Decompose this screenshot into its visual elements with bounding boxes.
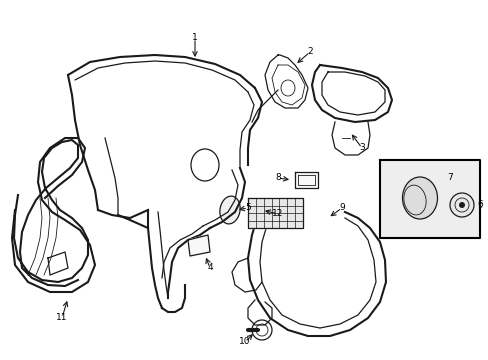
Text: 9: 9 — [339, 203, 344, 212]
Text: 5: 5 — [244, 203, 250, 212]
Text: 7: 7 — [446, 174, 452, 183]
Text: 6: 6 — [476, 201, 482, 210]
Text: 12: 12 — [272, 210, 283, 219]
Text: 1: 1 — [192, 33, 198, 42]
Ellipse shape — [402, 177, 437, 219]
Text: 10: 10 — [239, 338, 250, 346]
Text: 3: 3 — [358, 144, 364, 153]
Polygon shape — [247, 198, 303, 228]
Ellipse shape — [220, 196, 240, 224]
Text: 4: 4 — [207, 264, 212, 273]
Circle shape — [449, 193, 473, 217]
Polygon shape — [187, 235, 209, 256]
Text: 11: 11 — [56, 314, 68, 323]
Text: 8: 8 — [275, 174, 280, 183]
Polygon shape — [379, 160, 479, 238]
Polygon shape — [294, 172, 317, 188]
Text: 2: 2 — [306, 48, 312, 57]
Circle shape — [458, 202, 464, 208]
